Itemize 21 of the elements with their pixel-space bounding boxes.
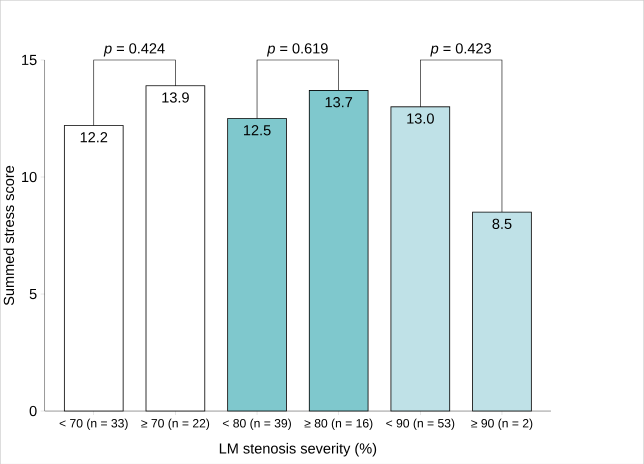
y-tick-label: 10: [22, 172, 37, 182]
data-label: 13.7: [326, 96, 352, 108]
y-tick-label: 0: [30, 406, 37, 416]
x-tick-label: ≥ 80 (n = 16): [304, 418, 372, 430]
y-tick-label: 5: [30, 288, 37, 299]
text: p = 0.423: [430, 43, 492, 56]
y-tick-label: 15: [22, 54, 37, 65]
x-axis-title: LM stenosis severity (%): [220, 442, 376, 456]
data-label: 12.2: [80, 132, 108, 142]
data-label: 13.9: [162, 92, 189, 102]
x-tick-label: < 80 (n = 39): [222, 418, 291, 430]
x-tick-label: < 90 (n = 53): [386, 418, 454, 430]
x-tick-label: < 70 (n = 33): [60, 418, 128, 430]
data-label: 12.5: [244, 124, 271, 136]
text: p = 0.619: [266, 43, 328, 56]
text: p = 0.424: [104, 43, 165, 56]
data-label: 13.0: [407, 113, 434, 124]
x-tick-label: ≥ 70 (n = 22): [141, 418, 210, 430]
x-tick-label: ≥ 90 (n = 2): [471, 418, 532, 430]
y-axis-title: Summed stress score: [3, 166, 14, 305]
data-label: 8.5: [492, 218, 512, 229]
